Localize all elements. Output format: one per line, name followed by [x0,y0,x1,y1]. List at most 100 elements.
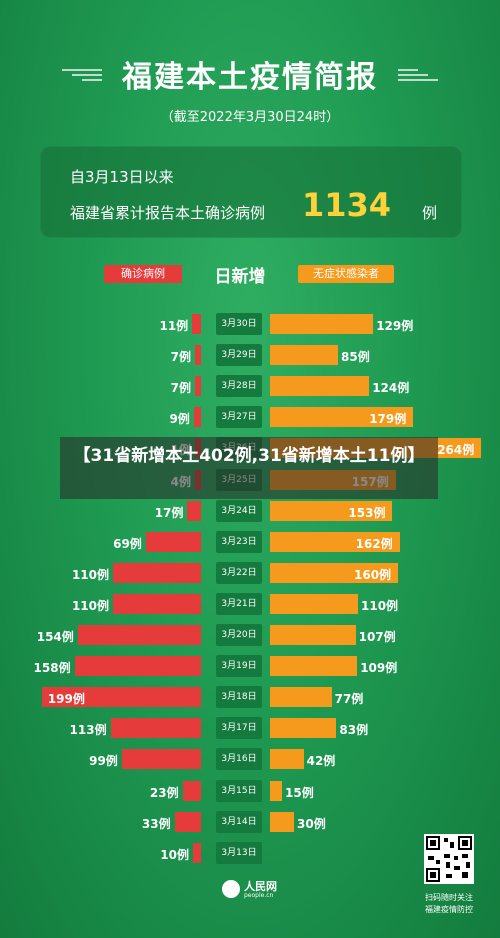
asymptomatic-label: 85例 [341,350,370,365]
confirmed-label: 110例 [71,598,109,613]
confirmed-label: 23例 [149,785,179,800]
confirmed-label: 69例 [113,536,142,551]
date-label: 3月17日 [216,717,262,740]
legend-daily: 日新增 [214,267,266,287]
date-label: 3月18日 [216,686,262,709]
asymptomatic-bar [270,345,338,366]
confirmed-bar [182,780,201,801]
asymptomatic-label: 153例 [348,505,386,520]
asymptomatic-bar [270,376,370,397]
confirmed-label: 11例 [159,319,189,333]
summary-unit: 例 [422,204,438,222]
asymptomatic-bar [270,407,414,428]
confirmed-bar [110,718,201,739]
asymptomatic-bar [270,593,358,614]
confirmed-bar [193,842,201,863]
confirmed-bar [41,687,201,708]
confirmed-bar [74,656,201,677]
asymptomatic-bar [270,562,398,583]
title-decoration-right [398,66,438,82]
asymptomatic-label: 42例 [306,754,336,769]
qr-caption-line1: 扫码随时关注 [425,893,473,902]
asymptomatic-label: 160例 [354,567,392,582]
news-banner: 【31省新增本土402例,31省新增本土11例】 [60,437,438,499]
confirmed-bar [195,345,201,366]
asymptomatic-label: 110例 [361,598,399,613]
confirmed-label: 154例 [36,630,74,644]
date-label: 3月13日 [216,841,262,864]
asymptomatic-label: 77例 [334,692,364,707]
date-label: 3月20日 [216,624,262,646]
date-label: 3月27日 [216,406,262,429]
confirmed-label: 10例 [160,847,189,862]
date-label: 3月16日 [216,748,262,771]
date-label: 3月21日 [216,592,262,615]
date-label: 3月29日 [216,344,262,367]
asymptomatic-bar [270,500,393,521]
asymptomatic-label: 30例 [297,816,326,831]
confirmed-label: 99例 [89,754,118,769]
confirmed-label: 199例 [47,692,85,707]
date-label: 3月19日 [216,655,262,678]
date-label: 3月24日 [216,499,262,522]
date-label: 3月28日 [216,375,262,398]
date-label: 3月22日 [216,561,262,584]
asymptomatic-label: 264例 [437,443,475,458]
legend-confirmed: 确诊病例 [104,265,182,283]
summary-line2: 福建省累计报告本土确诊病例 [70,204,266,222]
summary-card: 自3月13日以来 福建省累计报告本土确诊病例 1134 例 [40,146,462,238]
people-logo-icon [222,880,240,898]
asymptomatic-bar [270,314,374,334]
page-title: 福建本土疫情简报 [122,60,378,95]
confirmed-bar [121,749,201,770]
legend-asymptomatic: 无症状感染者 [298,265,394,283]
asymptomatic-bar [270,656,358,677]
asymptomatic-label: 107例 [358,630,396,644]
confirmed-bar [77,625,201,645]
confirmed-bar [192,314,201,334]
date-label: 3月14日 [216,810,262,833]
confirmed-bar [113,562,201,583]
asymptomatic-label: 162例 [355,536,393,551]
confirmed-label: 33例 [141,816,171,831]
confirmed-label: 113例 [69,723,107,738]
title-decoration-left [62,66,102,82]
date-label: 3月30日 [216,313,262,335]
asymptomatic-bar [270,687,332,708]
confirmed-bar [174,811,201,832]
confirmed-label: 17例 [154,505,184,520]
logo-subtext: people.cn [244,892,274,899]
title-block: 福建本土疫情简报 [0,52,500,96]
confirmed-bar [145,531,201,552]
qr-caption: 扫码随时关注 福建疫情防控 [412,892,486,916]
confirmed-label: 9例 [169,412,190,427]
asymptomatic-bar [270,718,337,739]
confirmed-label: 7例 [170,350,191,365]
logo-text: 人民网 [244,880,277,893]
confirmed-bar [193,407,201,428]
confirmed-bar [195,376,201,397]
asymptomatic-label: 83例 [339,723,369,738]
date-label: 3月23日 [216,530,262,553]
asymptomatic-label: 124例 [372,381,410,396]
people-logo: 人民网 people.cn [222,876,280,904]
asymptomatic-label: 179例 [369,412,407,427]
asymptomatic-bar [270,811,294,832]
confirmed-bar [113,593,201,614]
date-label: 3月15日 [216,779,262,802]
qr-caption-line2: 福建疫情防控 [425,905,473,914]
confirmed-bar [187,500,201,521]
asymptomatic-bar [270,625,356,645]
confirmed-label: 110例 [71,567,109,582]
asymptomatic-label: 109例 [360,661,398,676]
asymptomatic-bar [270,531,400,552]
page-subtitle: （截至2022年3月30日24时） [160,110,340,125]
summary-total: 1134 [302,186,392,224]
summary-line1: 自3月13日以来 [70,168,174,186]
asymptomatic-label: 129例 [376,319,414,333]
asymptomatic-bar [270,780,282,801]
asymptomatic-label: 15例 [285,785,314,800]
qr-code-icon[interactable] [424,834,474,884]
confirmed-label: 158例 [33,661,71,676]
confirmed-label: 7例 [170,381,191,396]
